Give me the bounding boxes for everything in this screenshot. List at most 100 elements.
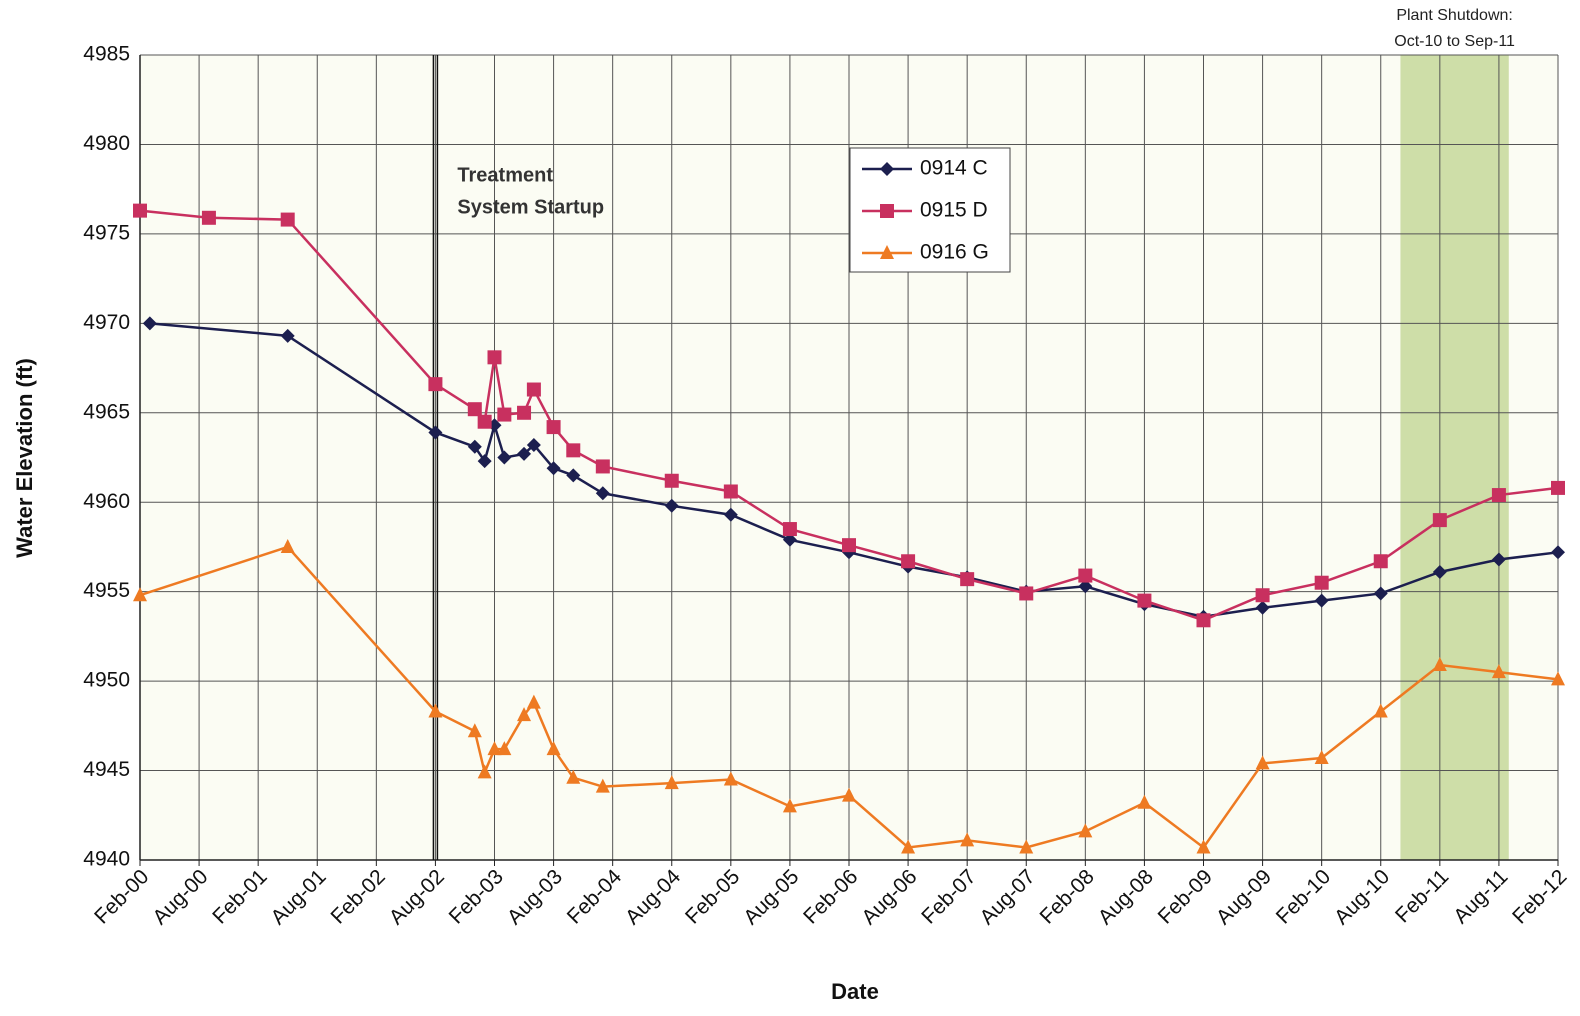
point <box>782 798 797 813</box>
point <box>566 443 581 458</box>
x-axis-title: Date <box>831 979 879 1004</box>
legend-label: 0915 D <box>920 199 988 222</box>
point <box>595 778 610 793</box>
point <box>960 572 975 587</box>
point <box>517 446 532 461</box>
point <box>782 522 797 537</box>
point <box>664 498 679 513</box>
point <box>1196 613 1211 628</box>
series-line <box>139 545 1559 850</box>
y-tick-label: 4980 <box>83 132 130 155</box>
series-line <box>149 322 1559 618</box>
y-tick-label: 4985 <box>83 43 130 66</box>
point <box>546 420 561 435</box>
point <box>1314 593 1329 608</box>
x-tick-label: Feb-10 <box>1272 865 1335 928</box>
x-tick-label: Aug-06 <box>857 865 921 929</box>
point <box>280 212 295 227</box>
point <box>1019 839 1034 854</box>
x-tick-label: Aug-02 <box>385 865 449 929</box>
point <box>1137 794 1152 809</box>
point <box>1019 586 1034 601</box>
point <box>142 316 157 331</box>
x-tick-label: Aug-03 <box>503 865 567 929</box>
point <box>1373 554 1388 569</box>
point <box>497 407 512 422</box>
point <box>133 587 147 602</box>
x-tick-label: Feb-12 <box>1508 865 1571 928</box>
y-tick-label: 4950 <box>83 669 130 692</box>
x-tick-label: Aug-10 <box>1330 865 1394 929</box>
point <box>1196 839 1211 854</box>
point <box>467 439 482 454</box>
point <box>487 741 502 756</box>
point <box>566 769 581 784</box>
x-tick-label: Feb-01 <box>208 865 271 928</box>
point <box>526 694 541 709</box>
point <box>1078 568 1093 583</box>
startup-label: System Startup <box>457 196 604 218</box>
point <box>517 707 532 722</box>
point <box>1432 564 1447 579</box>
x-tick-label: Feb-05 <box>681 865 744 928</box>
point <box>1551 480 1565 495</box>
x-tick-label: Feb-09 <box>1154 865 1217 928</box>
shutdown-region <box>1400 55 1509 860</box>
x-tick-label: Aug-04 <box>621 865 685 929</box>
y-tick-label: 4970 <box>83 311 130 334</box>
point <box>723 507 738 522</box>
point <box>428 377 443 392</box>
point <box>566 468 581 483</box>
point <box>1491 664 1506 679</box>
point <box>201 210 216 225</box>
point <box>526 437 541 452</box>
x-tick-label: Aug-00 <box>148 865 212 929</box>
point <box>1255 755 1270 770</box>
point <box>901 554 916 569</box>
x-tick-label: Feb-06 <box>799 865 862 928</box>
point <box>723 771 738 786</box>
point <box>497 450 512 465</box>
point <box>477 454 492 469</box>
point <box>477 764 492 779</box>
point <box>133 203 147 218</box>
point <box>842 538 856 553</box>
x-tick-label: Aug-01 <box>267 865 331 929</box>
point <box>1491 488 1506 503</box>
point <box>428 425 443 440</box>
point <box>901 839 916 854</box>
legend-label: 0914 C <box>920 157 988 180</box>
x-tick-label: Aug-07 <box>976 865 1040 929</box>
y-axis-title: Water Elevation (ft) <box>12 358 37 558</box>
point <box>842 787 856 802</box>
point <box>1078 579 1093 594</box>
x-tick-label: Feb-07 <box>917 865 980 928</box>
point <box>1432 513 1447 528</box>
shutdown-label: Plant Shutdown: <box>1396 7 1513 24</box>
point <box>1255 588 1270 603</box>
point <box>664 473 679 488</box>
point <box>487 350 502 365</box>
x-tick-label: Aug-09 <box>1212 865 1276 929</box>
point <box>960 832 975 847</box>
shutdown-label: Oct-10 to Sep-11 <box>1394 33 1515 50</box>
x-tick-label: Feb-00 <box>90 865 153 928</box>
point <box>1551 545 1565 560</box>
point <box>428 703 443 718</box>
point <box>595 459 610 474</box>
point <box>497 741 512 756</box>
point <box>880 245 894 259</box>
x-tick-label: Feb-02 <box>326 865 389 928</box>
x-tick-label: Aug-08 <box>1094 865 1158 929</box>
x-tick-label: Feb-11 <box>1391 865 1453 927</box>
point <box>782 532 797 547</box>
legend-label: 0916 G <box>920 241 989 264</box>
x-tick-label: Feb-04 <box>563 865 627 929</box>
x-tick-label: Aug-05 <box>739 865 803 929</box>
point <box>280 328 295 343</box>
point <box>467 723 482 738</box>
point <box>1551 671 1565 686</box>
point <box>880 204 894 218</box>
startup-label: Treatment <box>457 164 553 186</box>
